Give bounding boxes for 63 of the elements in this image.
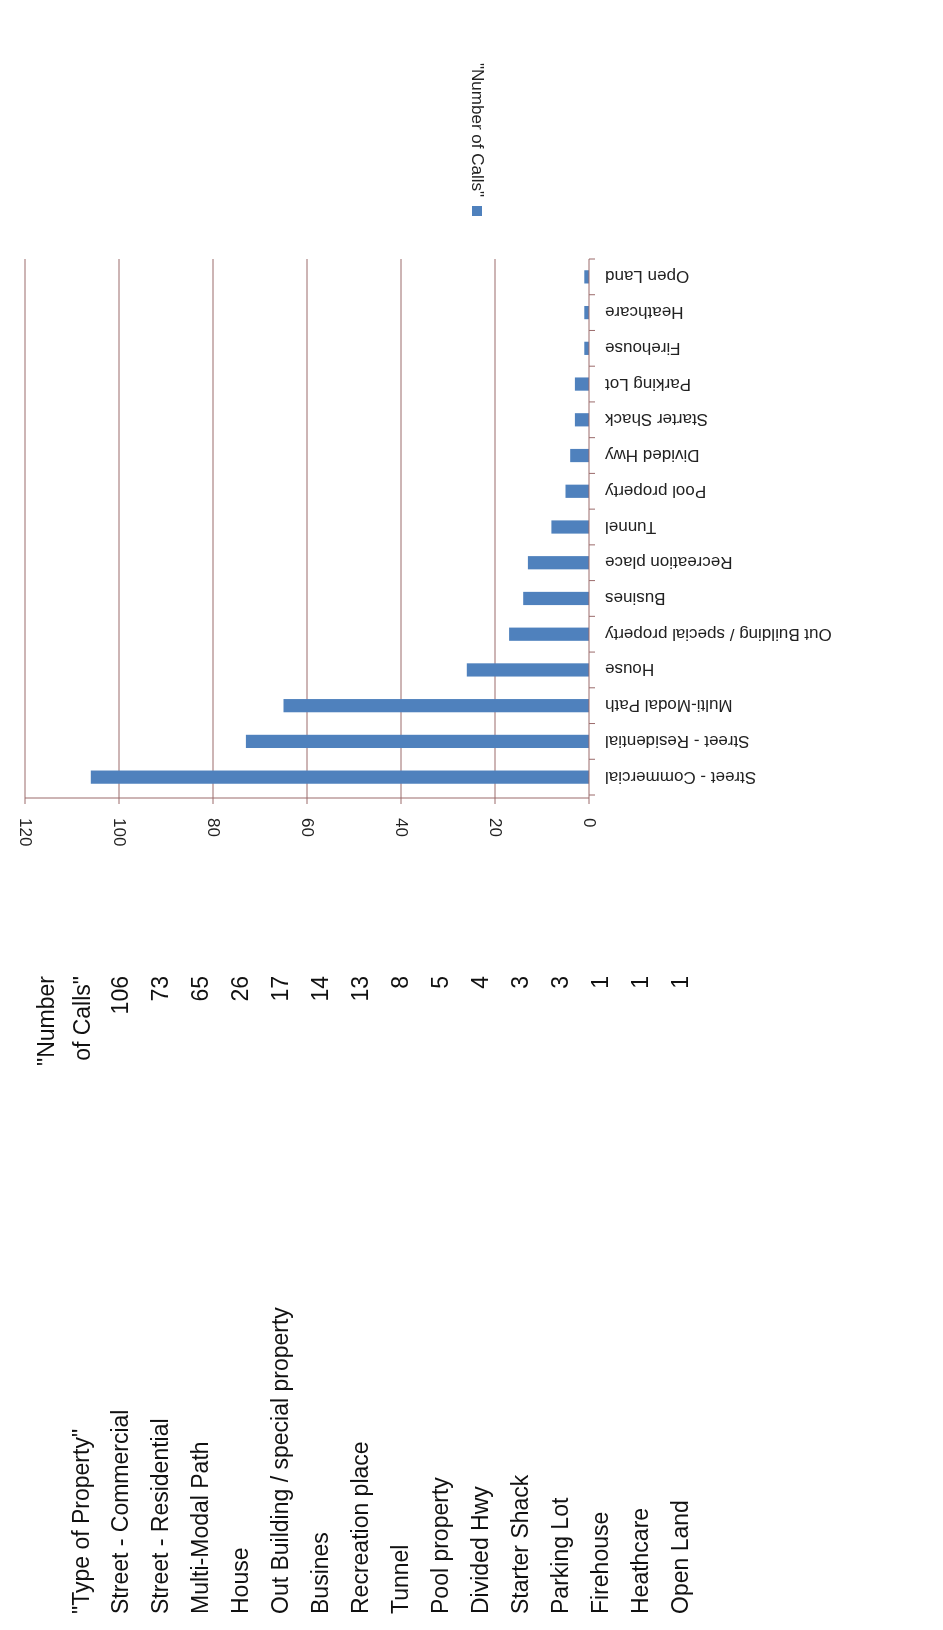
- category-label: House: [227, 1547, 253, 1614]
- y-tick-label: Parking Lot: [604, 374, 691, 394]
- bar: [523, 591, 589, 606]
- y-tick-label: Divided Hwy: [604, 446, 700, 466]
- data-label: 1: [587, 976, 613, 989]
- y-tick-label: Out Building / special property: [604, 624, 832, 644]
- bar: [466, 663, 589, 677]
- x-tick-label: 20: [485, 818, 505, 837]
- y-tick-label: Recreation place: [605, 553, 733, 573]
- data-label: 3: [507, 976, 533, 989]
- category-label: Divided Hwy: [467, 1485, 493, 1614]
- bar: [574, 413, 589, 427]
- bar: [570, 448, 589, 463]
- category-label: Multi-Modal Path: [187, 1441, 213, 1614]
- data-label: 4: [467, 975, 493, 989]
- y-tick-label: Street - Commercial: [605, 767, 757, 787]
- x-tick-label: 120: [15, 818, 35, 847]
- legend: "Number of Calls": [467, 63, 487, 216]
- category-label: Street - Commercial: [107, 1409, 133, 1614]
- category-label: Pool property: [427, 1476, 453, 1614]
- x-tick-label: 80: [203, 818, 223, 837]
- x-tick-label: 100: [109, 818, 129, 847]
- bar: [551, 520, 589, 534]
- text: "Number of Calls": [33, 975, 95, 1066]
- bar: [527, 556, 589, 570]
- data-label: 14: [307, 975, 333, 1002]
- data-label: 65: [187, 976, 213, 1002]
- text: "Type of Property": [68, 1428, 94, 1614]
- data-label: 106: [107, 976, 133, 1015]
- category-label: Busines: [307, 1532, 333, 1614]
- y-tick-label: Firehouse: [605, 338, 681, 358]
- y-tick-label: House: [605, 660, 655, 680]
- x-tick-label: 0: [579, 818, 599, 828]
- x-tick-label: 60: [297, 818, 317, 837]
- category-label: Out Building / special property: [267, 1306, 293, 1614]
- bar: [90, 770, 589, 784]
- data-label: 17: [267, 976, 293, 1002]
- y-tick-label: Open Land: [605, 267, 690, 287]
- y-tick-label: Busines: [605, 588, 666, 608]
- bar: [574, 377, 589, 391]
- y-tick-label: Street - Residential: [605, 731, 750, 751]
- bar: [283, 699, 589, 713]
- data-label: 5: [427, 976, 453, 989]
- data-label: 1: [667, 976, 693, 989]
- data-label: 26: [227, 976, 253, 1002]
- category-label: Recreation place: [347, 1441, 373, 1614]
- data-label: 3: [547, 976, 573, 989]
- category-label: Street - Residential: [147, 1418, 173, 1614]
- bar: [509, 627, 589, 641]
- y-tick-label: Heathcare: [605, 303, 684, 323]
- data-label: 73: [147, 976, 173, 1002]
- y-tick-label: Multi-Modal Path: [605, 696, 733, 716]
- bar: [245, 734, 589, 749]
- y-tick-label: Pool property: [604, 481, 707, 501]
- y-tick-label: Tunnel: [605, 517, 657, 537]
- bar: [565, 484, 589, 498]
- data-label: 8: [387, 976, 413, 989]
- data-label: 13: [347, 976, 373, 1002]
- category-label: Starter Shack: [507, 1474, 533, 1614]
- data-label: 1: [627, 976, 653, 989]
- y-tick-label: Starter Shack: [604, 410, 708, 430]
- category-label: Tunnel: [387, 1544, 413, 1614]
- x-tick-label: 40: [391, 818, 411, 837]
